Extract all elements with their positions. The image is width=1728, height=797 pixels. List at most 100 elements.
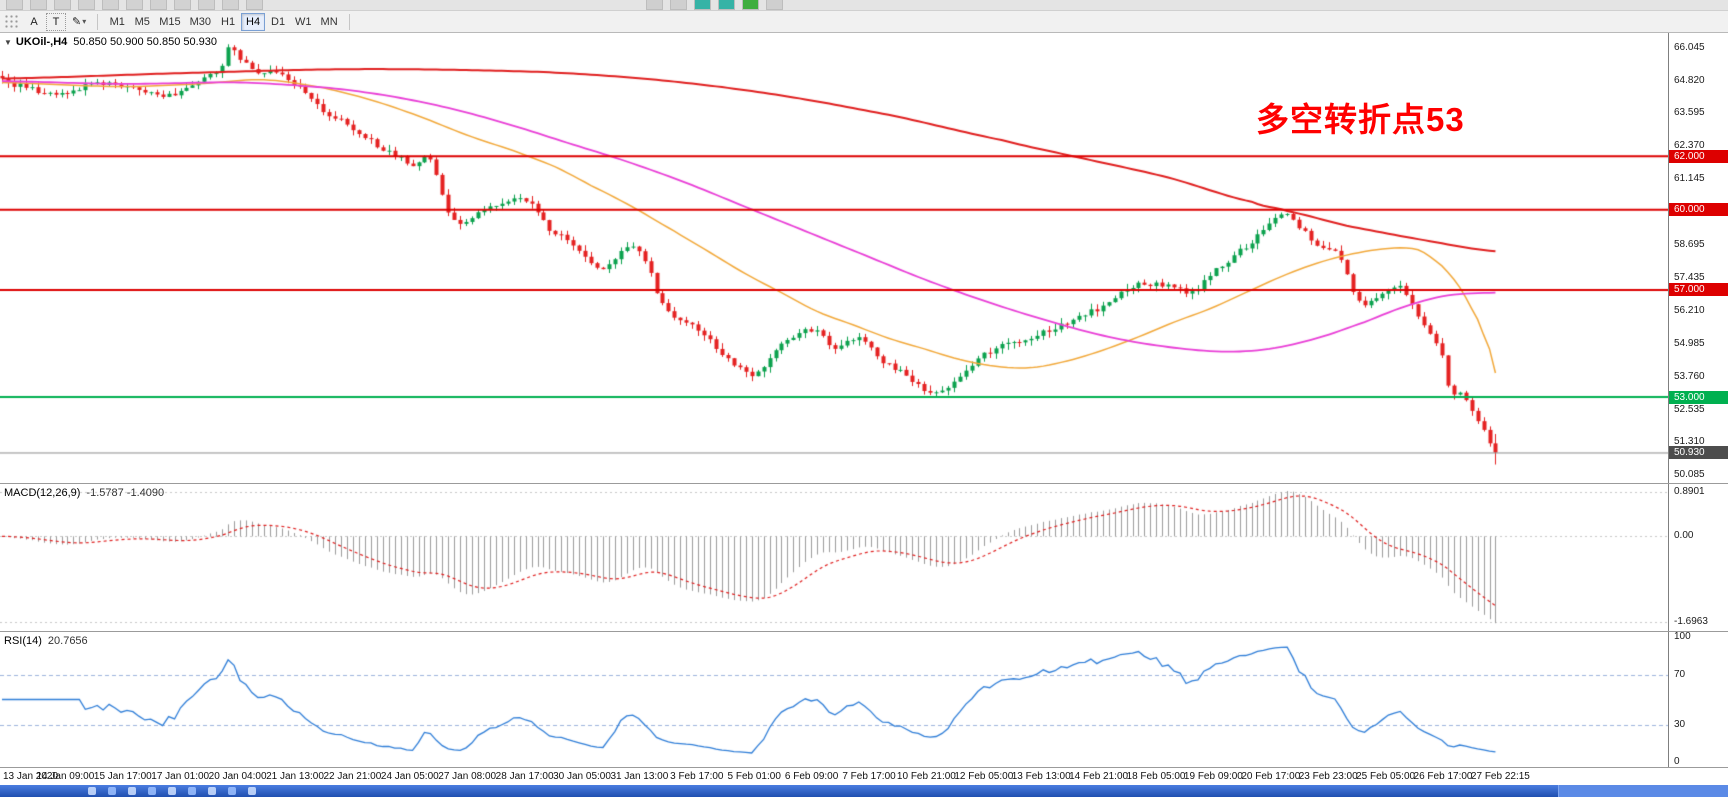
toolbar-clipped-row: [0, 0, 1728, 11]
chart-ohlc-values: 50.850 50.900 50.850 50.930: [73, 36, 218, 48]
taskbar-icon[interactable]: [168, 787, 176, 795]
timeframe-mn-button[interactable]: MN: [317, 13, 342, 31]
macd-axis-label: -1.6963: [1674, 615, 1708, 627]
macd-axis-label: 0.00: [1674, 530, 1694, 542]
clipped-toolbar-icon[interactable]: [126, 0, 143, 10]
time-axis-label: 12 Feb 05:00: [954, 771, 1014, 782]
price-axis-label: 62.370: [1674, 140, 1705, 152]
macd-title: MACD(12,26,9): [4, 487, 81, 499]
time-axis-label: 31 Jan 13:00: [610, 771, 669, 782]
time-axis-label: 20 Feb 17:00: [1241, 771, 1301, 782]
caret-down-icon: ▾: [82, 16, 87, 26]
taskbar-icon[interactable]: [228, 787, 236, 795]
toolbar-separator: [97, 13, 99, 30]
clipped-toolbar-icon[interactable]: [718, 0, 735, 10]
macd-axis[interactable]: 0.8901 0.00 -1.6963: [1668, 484, 1728, 631]
clipped-toolbar-icon[interactable]: [646, 0, 663, 10]
rsi-chart-canvas[interactable]: [0, 633, 1668, 768]
time-axis-label: 21 Jan 13:00: [266, 771, 324, 782]
timeframe-d1-button[interactable]: D1: [266, 13, 290, 31]
clipped-toolbar-icon[interactable]: [198, 0, 215, 10]
toolbar-stub-group: [0, 0, 1728, 10]
main-chart-pane[interactable]: ▼ UKOil-,H4 50.850 50.900 50.850 50.930 …: [0, 33, 1728, 483]
time-axis-label: 27 Feb 22:15: [1470, 771, 1530, 782]
taskbar-icon[interactable]: [248, 787, 256, 795]
clipped-toolbar-icon[interactable]: [6, 0, 23, 10]
time-axis-label: 27 Jan 08:00: [438, 771, 497, 782]
chart-menu-arrow-icon[interactable]: ▼: [4, 37, 12, 47]
clipped-toolbar-icon[interactable]: [102, 0, 119, 10]
clipped-toolbar-icon[interactable]: [670, 0, 687, 10]
toolbar-grip-icon[interactable]: [4, 14, 19, 29]
time-axis-label: 13 Jan 2020: [3, 771, 59, 782]
text-frame-tool-button[interactable]: T: [46, 12, 66, 31]
price-level-badge: 57.000: [1669, 283, 1728, 297]
time-axis-label: 28 Jan 17:00: [495, 771, 554, 782]
price-axis[interactable]: 66.04564.82063.59562.37061.14559.92058.6…: [1668, 33, 1728, 483]
text-tool-button[interactable]: A: [24, 13, 44, 31]
time-axis-label: 25 Feb 05:00: [1356, 771, 1416, 782]
timeframe-m30-button[interactable]: M30: [186, 13, 215, 31]
clipped-toolbar-icon[interactable]: [54, 0, 71, 10]
macd-chart-canvas[interactable]: [0, 485, 1668, 632]
taskbar-icon[interactable]: [88, 787, 96, 795]
time-axis-label: 23 Feb 23:00: [1298, 771, 1358, 782]
taskbar-icon[interactable]: [108, 787, 116, 795]
taskbar-icon[interactable]: [188, 787, 196, 795]
clipped-toolbar-icon[interactable]: [742, 0, 759, 10]
rsi-header: RSI(14) 20.7656: [4, 635, 88, 647]
rsi-axis[interactable]: 100 70 30 0: [1668, 631, 1728, 767]
timeframe-m1-button[interactable]: M1: [105, 13, 129, 31]
time-axis-label: 10 Feb 21:00: [896, 771, 956, 782]
pencil-icon: ✎: [72, 15, 82, 28]
price-axis-label: 53.760: [1674, 370, 1705, 382]
price-axis-label: 54.985: [1674, 337, 1705, 349]
clipped-toolbar-icon[interactable]: [222, 0, 239, 10]
time-axis-label: 14 Jan 09:00: [36, 771, 95, 782]
rsi-axis-label: 0: [1674, 756, 1680, 767]
clipped-toolbar-icon[interactable]: [174, 0, 191, 10]
timeframe-m5-button[interactable]: M5: [130, 13, 154, 31]
time-axis-label: 3 Feb 17:00: [670, 771, 724, 782]
clipped-toolbar-icon[interactable]: [766, 0, 783, 10]
clipped-toolbar-icon[interactable]: [150, 0, 167, 10]
timeframe-w1-button[interactable]: W1: [291, 13, 316, 31]
time-axis-label: 6 Feb 09:00: [784, 771, 839, 782]
clipped-toolbar-icon[interactable]: [78, 0, 95, 10]
taskbar-icon[interactable]: [128, 787, 136, 795]
time-axis[interactable]: 13 Jan 2020 14 Jan 09:00 15 Jan 17:00 17 Ja…: [0, 767, 1728, 785]
timeframe-m15-button[interactable]: M15: [155, 13, 184, 31]
time-axis-label: 24 Jan 05:00: [380, 771, 439, 782]
time-axis-label: 26 Feb 17:00: [1413, 771, 1473, 782]
price-level-badge: 60.000: [1669, 203, 1728, 217]
time-axis-label: 15 Jan 17:00: [93, 771, 152, 782]
rsi-title: RSI(14): [4, 635, 42, 647]
price-axis-label: 61.145: [1674, 173, 1705, 185]
price-axis-label: 64.820: [1674, 74, 1705, 86]
macd-pane[interactable]: MACD(12,26,9) -1.5787 -1.4090 0.8901 0.00…: [0, 483, 1728, 632]
clipped-toolbar-icon[interactable]: [694, 0, 711, 10]
timeframe-h4-button[interactable]: H4: [241, 12, 266, 31]
time-axis-label: 5 Feb 01:00: [727, 771, 781, 782]
chart-symbol-label: UKOil-,H4: [15, 36, 68, 48]
taskbar[interactable]: [0, 785, 1728, 797]
time-axis-label: 19 Feb 09:00: [1183, 771, 1243, 782]
draw-tool-button[interactable]: ✎ ▾: [68, 13, 90, 31]
toolbar-row: A T ✎ ▾ M1 M5 M15 M30 H1 H4 D1 W1 MN: [0, 11, 1728, 33]
taskbar-icon[interactable]: [148, 787, 156, 795]
price-axis-label: 63.595: [1674, 107, 1705, 119]
time-axis-label: 14 Feb 21:00: [1069, 771, 1129, 782]
rsi-pane[interactable]: RSI(14) 20.7656 100 70 30 0: [0, 631, 1728, 768]
timeframe-h1-button[interactable]: H1: [216, 13, 240, 31]
clipped-toolbar-icon[interactable]: [30, 0, 47, 10]
clipped-toolbar-icon[interactable]: [246, 0, 263, 10]
toolbar: A T ✎ ▾ M1 M5 M15 M30 H1 H4 D1 W1 MN: [0, 0, 1728, 33]
macd-values: -1.5787 -1.4090: [86, 487, 165, 499]
chart-header: ▼ UKOil-,H4 50.850 50.900 50.850 50.930: [4, 36, 217, 48]
candlestick-chart-canvas[interactable]: [0, 33, 1668, 483]
rsi-axis-label: 100: [1674, 631, 1691, 642]
taskbar-tray[interactable]: [1558, 785, 1728, 797]
rsi-value: 20.7656: [47, 635, 88, 647]
macd-axis-label: 0.8901: [1674, 485, 1705, 497]
taskbar-icon[interactable]: [208, 787, 216, 795]
